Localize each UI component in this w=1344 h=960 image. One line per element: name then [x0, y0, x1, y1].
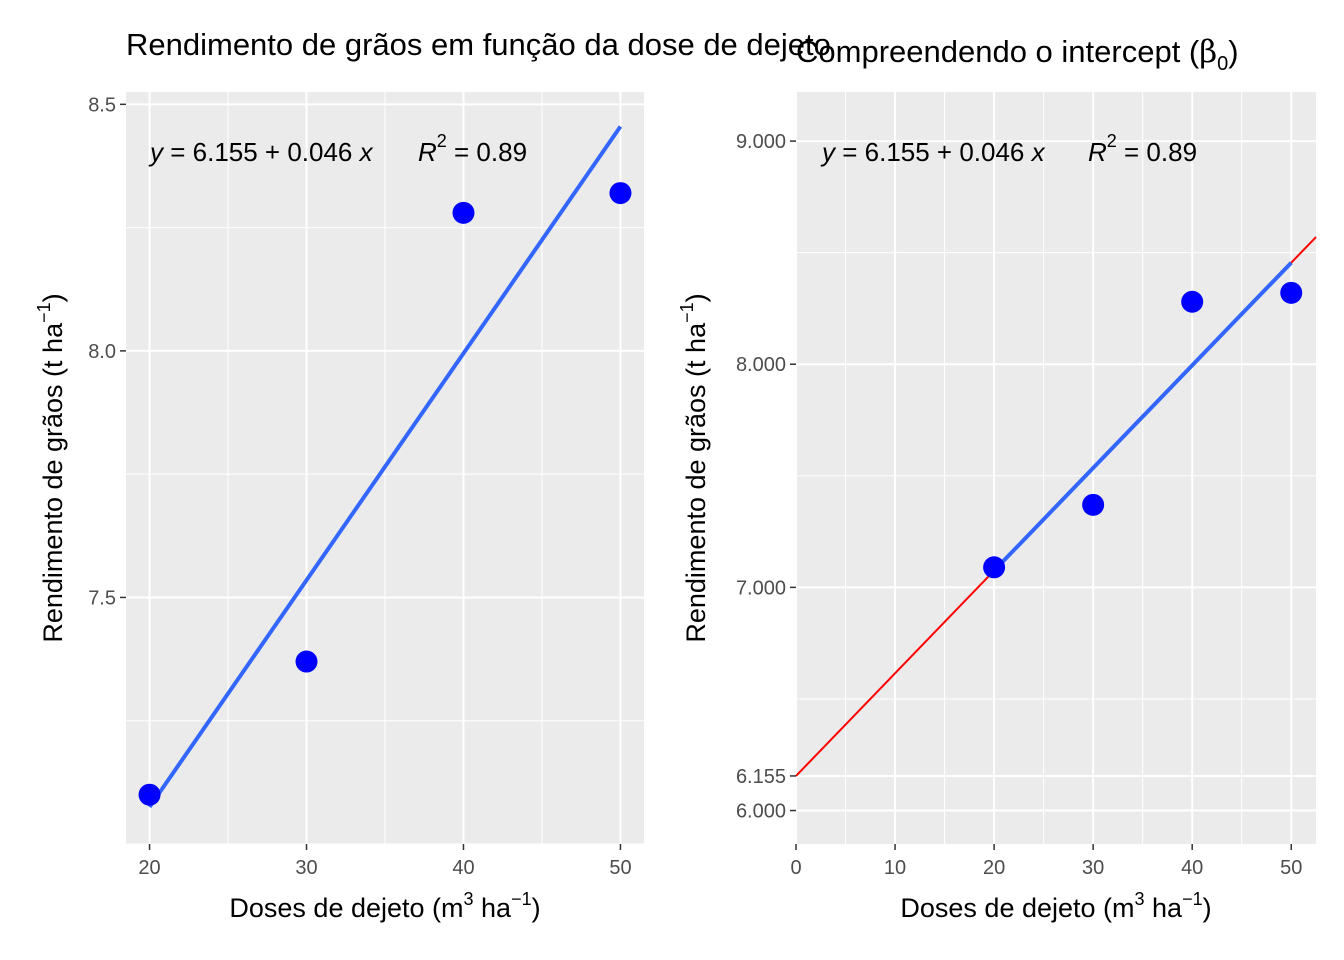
- right-fit-lines: [795, 236, 1317, 777]
- left-data-point: [609, 182, 632, 205]
- right-regression-line: [992, 261, 1293, 573]
- left-grid: [126, 92, 644, 845]
- left-chart-title: Rendimento de grãos em função da dose de…: [126, 27, 831, 62]
- left-x-tick-label: 20: [138, 857, 160, 879]
- right-x-tick-label: 50: [1280, 857, 1302, 879]
- right-chart-title: Compreendendo o intercept (β0): [796, 34, 1239, 75]
- right-y-axis-title: Rendimento de grãos (t ha−1): [677, 293, 711, 642]
- right-data-point: [1082, 493, 1105, 516]
- right-x-tick-label: 0: [790, 857, 801, 879]
- left-regression-equation: y = 6.155 + 0.046 x: [148, 137, 374, 167]
- left-x-tick-label: 50: [609, 857, 631, 879]
- left-chart-panel: 20 30 40 50 7.5 8.0 8.5 y = 6.155 + 0.046 x R…: [34, 27, 831, 923]
- left-data-point: [138, 783, 161, 806]
- left-y-tick-label: 8.0: [88, 341, 116, 363]
- left-x-ticks: 20 30 40 50: [138, 844, 632, 879]
- left-y-tick-label: 8.5: [88, 94, 116, 116]
- right-y-tick-label: 7.000: [736, 577, 786, 599]
- left-y-axis-title: Rendimento de grãos (t ha−1): [34, 293, 68, 642]
- left-y-ticks: 7.5 8.0 8.5: [88, 94, 126, 609]
- right-x-tick-label: 20: [983, 857, 1005, 879]
- left-x-tick-label: 30: [295, 857, 317, 879]
- right-y-ticks: 6.000 6.155 7.000 8.000 9.000: [736, 131, 796, 823]
- right-data-point: [1181, 290, 1204, 313]
- left-fit-lines: [147, 125, 623, 809]
- left-r-squared: R2 = 0.89: [418, 131, 527, 167]
- right-grid: [795, 92, 1316, 844]
- left-data-point: [452, 201, 475, 224]
- right-data-point: [1280, 281, 1303, 304]
- right-y-tick-label: 9.000: [736, 131, 786, 153]
- left-x-axis-title: Doses de dejeto (m3 ha−1): [229, 889, 540, 923]
- right-x-tick-label: 40: [1181, 857, 1203, 879]
- right-x-ticks: 0 10 20 30 40 50: [790, 844, 1302, 879]
- left-points: [138, 182, 632, 806]
- left-data-point: [295, 650, 318, 673]
- right-y-tick-label: 6.000: [736, 801, 786, 823]
- right-x-tick-label: 30: [1082, 857, 1104, 879]
- left-regression-line: [147, 125, 623, 809]
- left-y-tick-label: 7.5: [88, 587, 116, 609]
- right-x-axis-title: Doses de dejeto (m3 ha−1): [900, 889, 1211, 923]
- right-data-point: [983, 556, 1006, 579]
- right-plot-background: [796, 92, 1316, 844]
- right-points: [983, 281, 1303, 579]
- right-regression-equation: y = 6.155 + 0.046 x: [820, 137, 1046, 167]
- right-y-tick-label: 8.000: [736, 354, 786, 376]
- right-x-tick-label: 10: [884, 857, 906, 879]
- right-r-squared: R2 = 0.89: [1088, 131, 1197, 167]
- left-x-tick-label: 40: [452, 857, 474, 879]
- right-chart-panel: 0 10 20 30 40 50 6.000 6.155 7.000 8.000 9.000 y …: [677, 34, 1317, 923]
- right-y-tick-label: 6.155: [736, 766, 786, 788]
